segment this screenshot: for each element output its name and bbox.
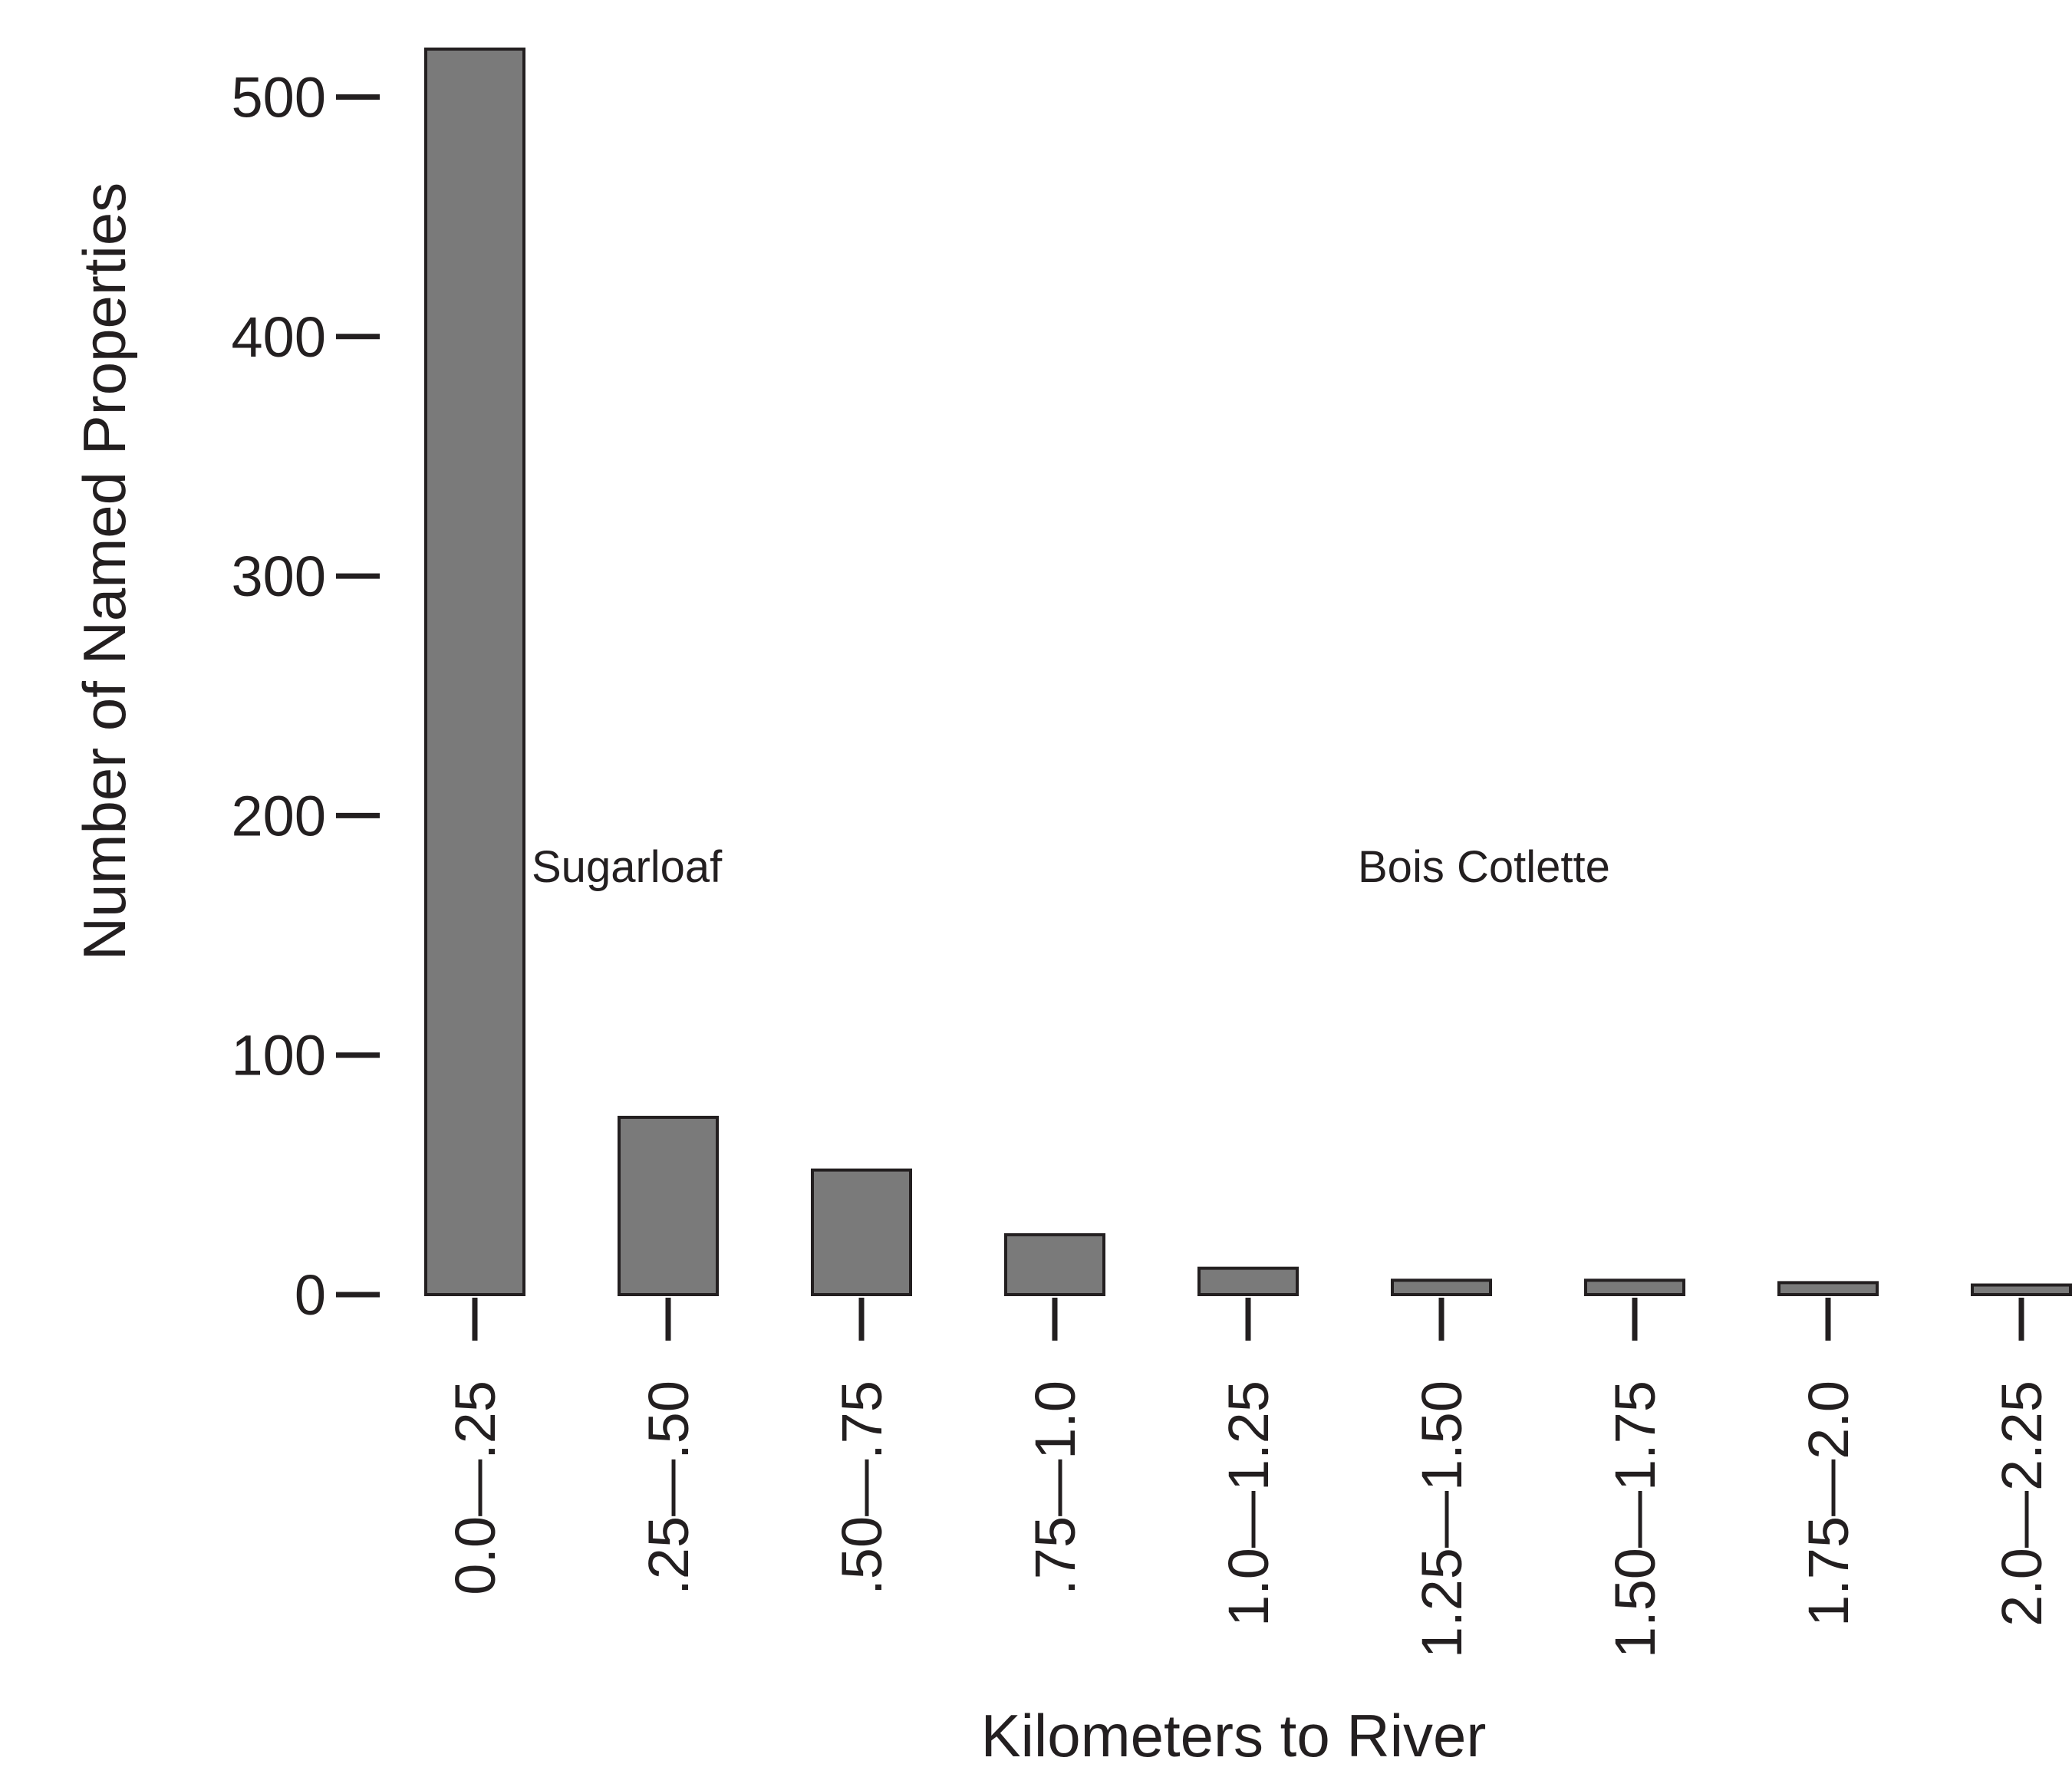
y-axis: 0 100 200 300 400 500 (232, 65, 380, 1327)
x-tick-label: .25—.50 (637, 1381, 700, 1595)
annotation-bois-cotlette: Bois Cotlette (1358, 842, 1610, 892)
x-axis-label: Kilometers to River (981, 1702, 1487, 1769)
bar (618, 1115, 719, 1297)
x-tick-label: 1.0—1.25 (1217, 1381, 1280, 1627)
y-axis-label: Number of Named Properties (71, 183, 138, 960)
bar (1391, 1279, 1492, 1297)
bar (1971, 1283, 2072, 1296)
x-tick-label: 0.0—.25 (443, 1381, 507, 1595)
bar (811, 1168, 912, 1296)
bar (1584, 1279, 1685, 1297)
annotation-sugarloaf: Sugarloaf (532, 842, 723, 892)
x-tick-label: 1.25—1.50 (1410, 1381, 1474, 1658)
y-tick-label: 400 (232, 305, 326, 369)
x-tick-label: 1.75—2.0 (1797, 1381, 1860, 1627)
x-axis: 0.0—.25 .25—.50 .50—.75 .75—1.0 1.0—1.25 1.25… (443, 1298, 2054, 1658)
bar (1004, 1232, 1105, 1297)
annotations: Sugarloaf Bois Cotlette (532, 842, 1610, 892)
bar (1197, 1266, 1299, 1296)
y-tick-label: 500 (232, 65, 326, 129)
bar (1777, 1281, 1879, 1297)
y-tick-label: 300 (232, 545, 326, 608)
x-tick-label: 2.0—2.25 (1990, 1381, 2054, 1627)
bars (424, 48, 2072, 1297)
x-tick-label: 1.50—1.75 (1603, 1381, 1667, 1658)
x-tick-label: .50—.75 (830, 1381, 894, 1595)
y-tick-label: 100 (232, 1024, 326, 1088)
x-tick-label: .75—1.0 (1023, 1381, 1087, 1595)
y-tick-label: 0 (295, 1263, 326, 1327)
bar (424, 48, 525, 1296)
y-tick-label: 200 (232, 784, 326, 847)
